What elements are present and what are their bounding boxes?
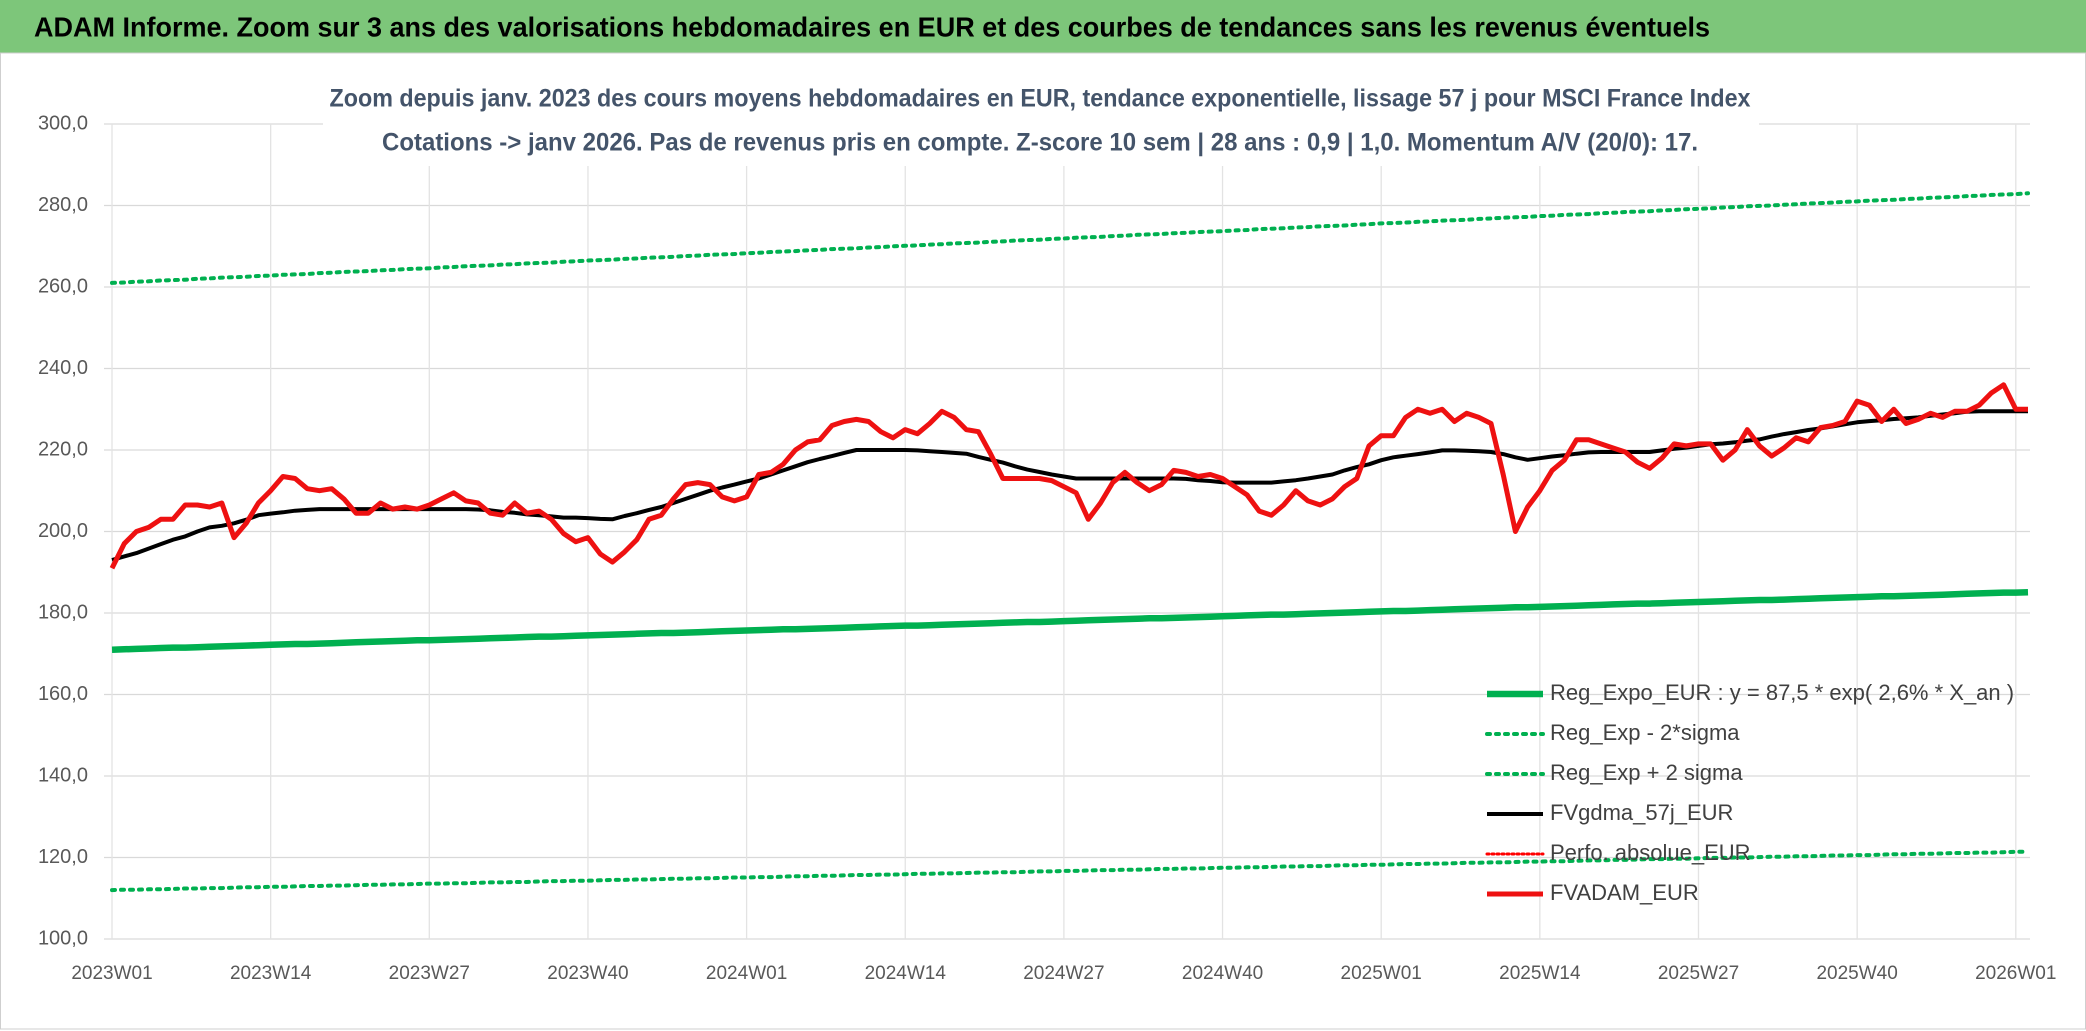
x-tick-label: 2025W14 [1499, 963, 1581, 984]
y-tick-label: 180,0 [38, 601, 88, 623]
y-tick-label: 300,0 [38, 112, 88, 134]
series-line [110, 191, 2030, 285]
y-tick-label: 280,0 [38, 194, 88, 216]
y-tick-label: 100,0 [38, 927, 88, 949]
legend-label: Reg_Exp - 2*sigma [1550, 720, 1740, 745]
subtitle-background [323, 78, 1759, 166]
y-tick-label: 140,0 [38, 764, 88, 786]
chart-subtitle: Cotations -> janv 2026. Pas de revenus p… [382, 129, 1698, 157]
chart-subtitle: Zoom depuis janv. 2023 des cours moyens … [330, 85, 1751, 113]
legend-label: Perfo. absolue_EUR [1550, 840, 1751, 865]
x-tick-label: 2024W14 [865, 963, 947, 984]
x-tick-label: 2023W40 [547, 963, 628, 984]
chart-title: ADAM Informe. Zoom sur 3 ans des valoris… [34, 11, 1710, 42]
y-tick-label: 260,0 [38, 275, 88, 297]
y-tick-label: 120,0 [38, 846, 88, 868]
legend-label: Reg_Exp + 2 sigma [1550, 760, 1743, 785]
y-tick-label: 240,0 [38, 357, 88, 379]
legend-label: FVADAM_EUR [1550, 880, 1699, 905]
series-line [110, 849, 2030, 893]
x-tick-label: 2023W01 [71, 963, 152, 984]
x-tick-label: 2023W27 [389, 963, 470, 984]
x-tick-label: 2024W27 [1023, 963, 1104, 984]
x-tick-label: 2025W27 [1658, 963, 1739, 984]
y-tick-label: 220,0 [38, 438, 88, 460]
x-tick-label: 2023W14 [230, 963, 312, 984]
title-bar [0, 0, 2086, 53]
x-tick-label: 2025W01 [1341, 963, 1422, 984]
x-tick-label: 2024W40 [1182, 963, 1263, 984]
x-tick-label: 2025W40 [1816, 963, 1897, 984]
x-tick-label: 2024W01 [706, 963, 787, 984]
x-tick-label: 2026W01 [1975, 963, 2056, 984]
legend-label: Reg_Expo_EUR : y = 87,5 * exp( 2,6% * X_… [1550, 680, 2014, 705]
y-tick-label: 160,0 [38, 683, 88, 705]
chart-frame [0, 52, 2086, 1030]
series-line [109, 382, 2028, 570]
series-line [111, 588, 2029, 653]
y-tick-label: 200,0 [38, 520, 88, 542]
legend-label: FVgdma_57j_EUR [1550, 800, 1733, 825]
